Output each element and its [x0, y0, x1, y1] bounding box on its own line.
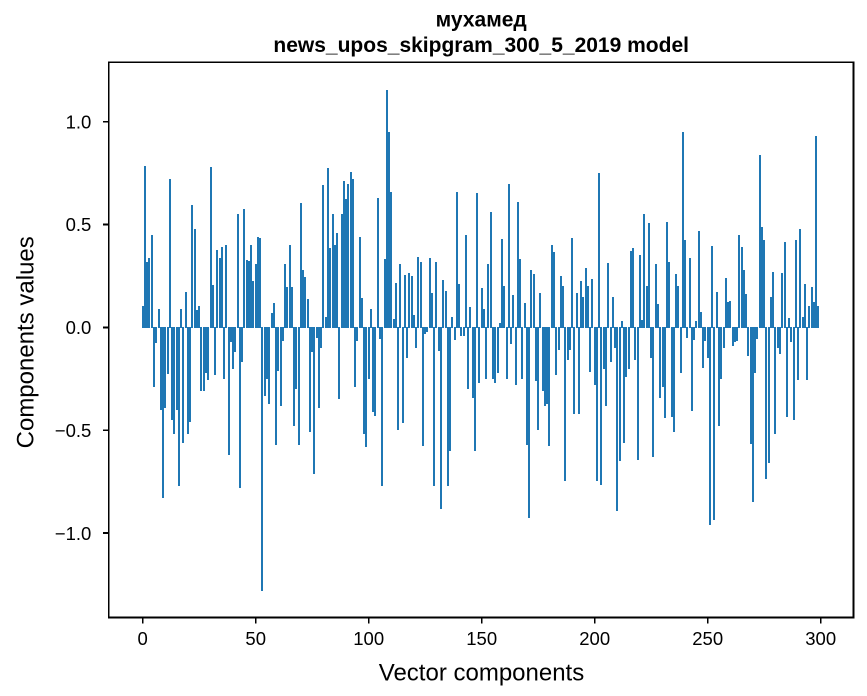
svg-text:1.0: 1.0	[66, 111, 92, 132]
svg-text:мухамед: мухамед	[436, 9, 527, 32]
svg-text:−1.0: −1.0	[55, 523, 92, 544]
svg-text:Components values: Components values	[13, 236, 40, 448]
svg-text:150: 150	[466, 628, 497, 649]
svg-text:50: 50	[245, 628, 266, 649]
svg-text:200: 200	[579, 628, 610, 649]
svg-text:−0.5: −0.5	[55, 420, 92, 441]
svg-text:0.0: 0.0	[66, 317, 92, 338]
svg-text:Vector components: Vector components	[379, 660, 584, 687]
svg-text:0: 0	[138, 628, 148, 649]
svg-text:300: 300	[805, 628, 836, 649]
svg-text:news_upos_skipgram_300_5_2019: news_upos_skipgram_300_5_2019 model	[273, 34, 689, 57]
svg-text:100: 100	[353, 628, 384, 649]
svg-text:0.5: 0.5	[66, 214, 92, 235]
svg-text:250: 250	[692, 628, 723, 649]
